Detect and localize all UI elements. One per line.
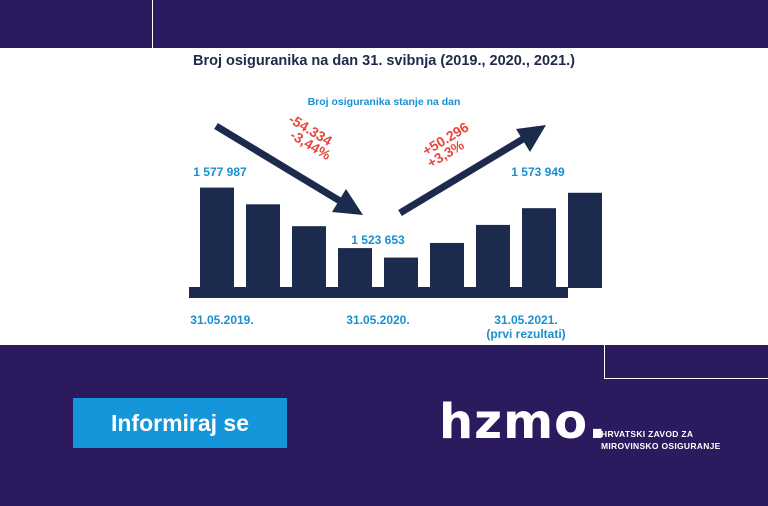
increase-arrow-shaft xyxy=(398,136,525,216)
bar-8 xyxy=(522,208,556,288)
chart-subtitle: Broj osiguranika stanje na dan xyxy=(307,96,461,108)
decrease-arrow-head xyxy=(332,189,363,215)
bar-6 xyxy=(430,242,464,288)
informiraj-se-button[interactable]: Informiraj se xyxy=(73,398,287,448)
value-label: 1 577 987 xyxy=(193,165,247,179)
bar-3 xyxy=(292,226,326,288)
bar-5 xyxy=(384,257,418,288)
increase-arrow-head xyxy=(516,125,546,152)
value-label: 1 523 653 xyxy=(351,233,405,247)
chart-baseline xyxy=(189,287,568,298)
value-label: 1 573 949 xyxy=(511,165,565,179)
bar-4 xyxy=(338,248,372,288)
x-tick-label: (prvi rezultati) xyxy=(486,327,565,341)
top-band xyxy=(0,0,768,48)
logo-wordmark: hzmo. xyxy=(439,394,608,450)
logo-subtitle-line1: HRVATSKI ZAVOD ZA xyxy=(601,429,694,439)
decrease-arrow-shaft xyxy=(214,123,342,204)
bar-2 xyxy=(246,204,280,288)
logo-subtitle-line2: MIROVINSKO OSIGURANJE xyxy=(601,441,721,451)
x-tick-label: 31.05.2019. xyxy=(190,313,253,327)
x-tick-label: 31.05.2021. xyxy=(494,313,557,327)
logo-subtitle: HRVATSKI ZAVOD ZA MIROVINSKO OSIGURANJE xyxy=(601,428,731,452)
decorative-frame xyxy=(604,345,768,379)
x-tick-label: 31.05.2020. xyxy=(346,313,409,327)
bar-1 xyxy=(200,187,234,288)
bar-chart: 1 577 987 1 523 653 1 573 949 31.05.2019. 31… xyxy=(189,111,602,341)
decorative-line xyxy=(152,0,153,48)
chart-title: Broj osiguranika na dan 31. svibnja (201… xyxy=(192,53,575,69)
bar-9 xyxy=(568,192,602,288)
bar-7 xyxy=(476,224,510,288)
